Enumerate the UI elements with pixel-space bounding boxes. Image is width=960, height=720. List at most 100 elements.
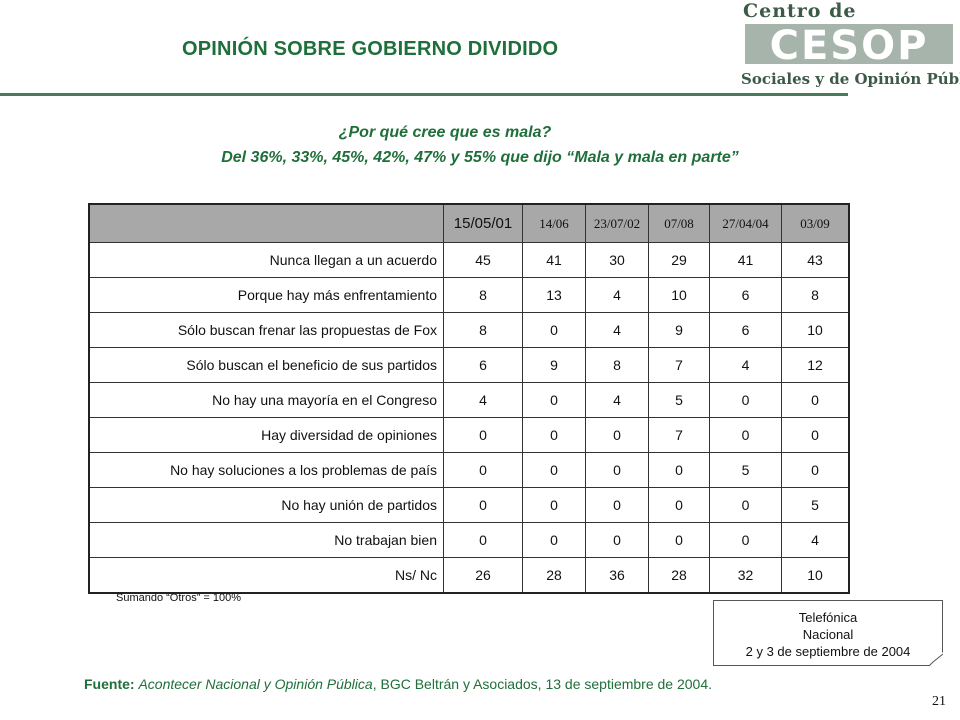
question-line-1: ¿Por qué cree que es mala? bbox=[338, 124, 552, 141]
method-box: Telefónica Nacional 2 y 3 de septiembre … bbox=[713, 600, 943, 666]
row-label: No hay unión de partidos bbox=[88, 487, 444, 523]
cell-value: 7 bbox=[648, 417, 710, 453]
row-label: Porque hay más enfrentamiento bbox=[88, 277, 444, 313]
cell-value: 0 bbox=[443, 487, 523, 523]
cell-value: 29 bbox=[648, 242, 710, 278]
cell-value: 32 bbox=[709, 557, 782, 594]
cell-value: 0 bbox=[648, 487, 710, 523]
results-table: 15/05/01 14/06 23/07/02 07/08 27/04/04 0… bbox=[88, 203, 850, 594]
cell-value: 28 bbox=[648, 557, 710, 594]
cell-value: 0 bbox=[585, 522, 649, 558]
source-title: Acontecer Nacional y Opinión Pública bbox=[138, 676, 373, 692]
cell-value: 0 bbox=[585, 487, 649, 523]
cell-value: 0 bbox=[443, 417, 523, 453]
source-label: Fuente: bbox=[84, 676, 135, 692]
cell-value: 0 bbox=[781, 452, 850, 488]
table-row: Hay diversidad de opiniones 0 0 0 7 0 0 bbox=[88, 417, 850, 453]
cell-value: 0 bbox=[443, 522, 523, 558]
method-line-2: Nacional bbox=[802, 627, 854, 642]
cell-value: 0 bbox=[522, 487, 586, 523]
title-divider bbox=[0, 93, 848, 96]
logo-mark: CESOP bbox=[743, 22, 955, 66]
cell-value: 5 bbox=[648, 382, 710, 418]
table-row: No hay soluciones a los problemas de paí… bbox=[88, 452, 850, 488]
cell-value: 8 bbox=[443, 277, 523, 313]
header-date: 14/06 bbox=[522, 203, 586, 243]
cell-value: 0 bbox=[648, 452, 710, 488]
table-row: No hay una mayoría en el Congreso 4 0 4 … bbox=[88, 382, 850, 418]
cell-value: 4 bbox=[585, 312, 649, 348]
cell-value: 10 bbox=[781, 557, 850, 594]
row-label: Ns/ Nc bbox=[88, 557, 444, 594]
page-number: 21 bbox=[932, 694, 946, 709]
question-block: ¿Por qué cree que es mala? Del 36%, 33%,… bbox=[0, 124, 960, 167]
cell-value: 41 bbox=[522, 242, 586, 278]
cell-value: 12 bbox=[781, 347, 850, 383]
cell-value: 8 bbox=[585, 347, 649, 383]
cell-value: 36 bbox=[585, 557, 649, 594]
cell-value: 10 bbox=[648, 277, 710, 313]
cell-value: 0 bbox=[709, 382, 782, 418]
cell-value: 6 bbox=[709, 277, 782, 313]
row-label: Hay diversidad de opiniones bbox=[88, 417, 444, 453]
page-fold-icon bbox=[929, 652, 943, 666]
cell-value: 0 bbox=[709, 417, 782, 453]
table-row: Ns/ Nc 26 28 36 28 32 10 bbox=[88, 557, 850, 594]
cell-value: 6 bbox=[709, 312, 782, 348]
cell-value: 0 bbox=[781, 417, 850, 453]
cell-value: 0 bbox=[781, 382, 850, 418]
cell-value: 0 bbox=[443, 452, 523, 488]
table-row: No trabajan bien 0 0 0 0 0 4 bbox=[88, 522, 850, 558]
header-date: 23/07/02 bbox=[585, 203, 649, 243]
cell-value: 41 bbox=[709, 242, 782, 278]
cell-value: 30 bbox=[585, 242, 649, 278]
cell-value: 4 bbox=[781, 522, 850, 558]
header-date: 15/05/01 bbox=[443, 203, 523, 243]
source-line: Fuente: Acontecer Nacional y Opinión Púb… bbox=[84, 676, 712, 692]
row-label: No trabajan bien bbox=[88, 522, 444, 558]
cell-value: 0 bbox=[648, 522, 710, 558]
cell-value: 7 bbox=[648, 347, 710, 383]
cell-value: 4 bbox=[443, 382, 523, 418]
cell-value: 0 bbox=[709, 487, 782, 523]
sum-note: Sumando “Otros” = 100% bbox=[116, 592, 242, 604]
cell-value: 0 bbox=[522, 522, 586, 558]
table-row: Sólo buscan frenar las propuestas de Fox… bbox=[88, 312, 850, 348]
cell-value: 5 bbox=[781, 487, 850, 523]
table-header-row: 15/05/01 14/06 23/07/02 07/08 27/04/04 0… bbox=[88, 203, 850, 243]
cell-value: 26 bbox=[443, 557, 523, 594]
cell-value: 0 bbox=[522, 312, 586, 348]
header-date: 03/09 bbox=[781, 203, 850, 243]
cell-value: 43 bbox=[781, 242, 850, 278]
cell-value: 8 bbox=[781, 277, 850, 313]
cell-value: 13 bbox=[522, 277, 586, 313]
cell-value: 0 bbox=[522, 382, 586, 418]
table-row: Sólo buscan el beneficio de sus partidos… bbox=[88, 347, 850, 383]
cell-value: 10 bbox=[781, 312, 850, 348]
row-label: No hay soluciones a los problemas de paí… bbox=[88, 452, 444, 488]
row-label: Nunca llegan a un acuerdo bbox=[88, 242, 444, 278]
cell-value: 4 bbox=[585, 382, 649, 418]
page-title: OPINIÓN SOBRE GOBIERNO DIVIDIDO bbox=[182, 38, 559, 60]
cell-value: 4 bbox=[709, 347, 782, 383]
row-label: Sólo buscan el beneficio de sus partidos bbox=[88, 347, 444, 383]
cell-value: 0 bbox=[585, 417, 649, 453]
cesop-logo: Centro de Estudios CESOP Sociales y de O… bbox=[737, 0, 960, 92]
question-line-2: Del 36%, 33%, 45%, 42%, 47% y 55% que di… bbox=[221, 149, 739, 166]
table-row: No hay unión de partidos 0 0 0 0 0 5 bbox=[88, 487, 850, 523]
table-row: Nunca llegan a un acuerdo 45 41 30 29 41… bbox=[88, 242, 850, 278]
row-label: No hay una mayoría en el Congreso bbox=[88, 382, 444, 418]
source-rest: , BGC Beltrán y Asociados, 13 de septiem… bbox=[372, 676, 713, 692]
cell-value: 0 bbox=[522, 452, 586, 488]
header-empty bbox=[88, 203, 444, 243]
method-line-1: Telefónica bbox=[798, 610, 858, 625]
logo-mark-text: CESOP bbox=[770, 23, 929, 66]
header-date: 07/08 bbox=[648, 203, 710, 243]
cell-value: 8 bbox=[443, 312, 523, 348]
method-line-3: 2 y 3 de septiembre de 2004 bbox=[745, 644, 911, 659]
cell-value: 5 bbox=[709, 452, 782, 488]
logo-bottom-text: Sociales y de Opinión Pública bbox=[741, 70, 960, 88]
cell-value: 45 bbox=[443, 242, 523, 278]
cell-value: 9 bbox=[648, 312, 710, 348]
cell-value: 9 bbox=[522, 347, 586, 383]
